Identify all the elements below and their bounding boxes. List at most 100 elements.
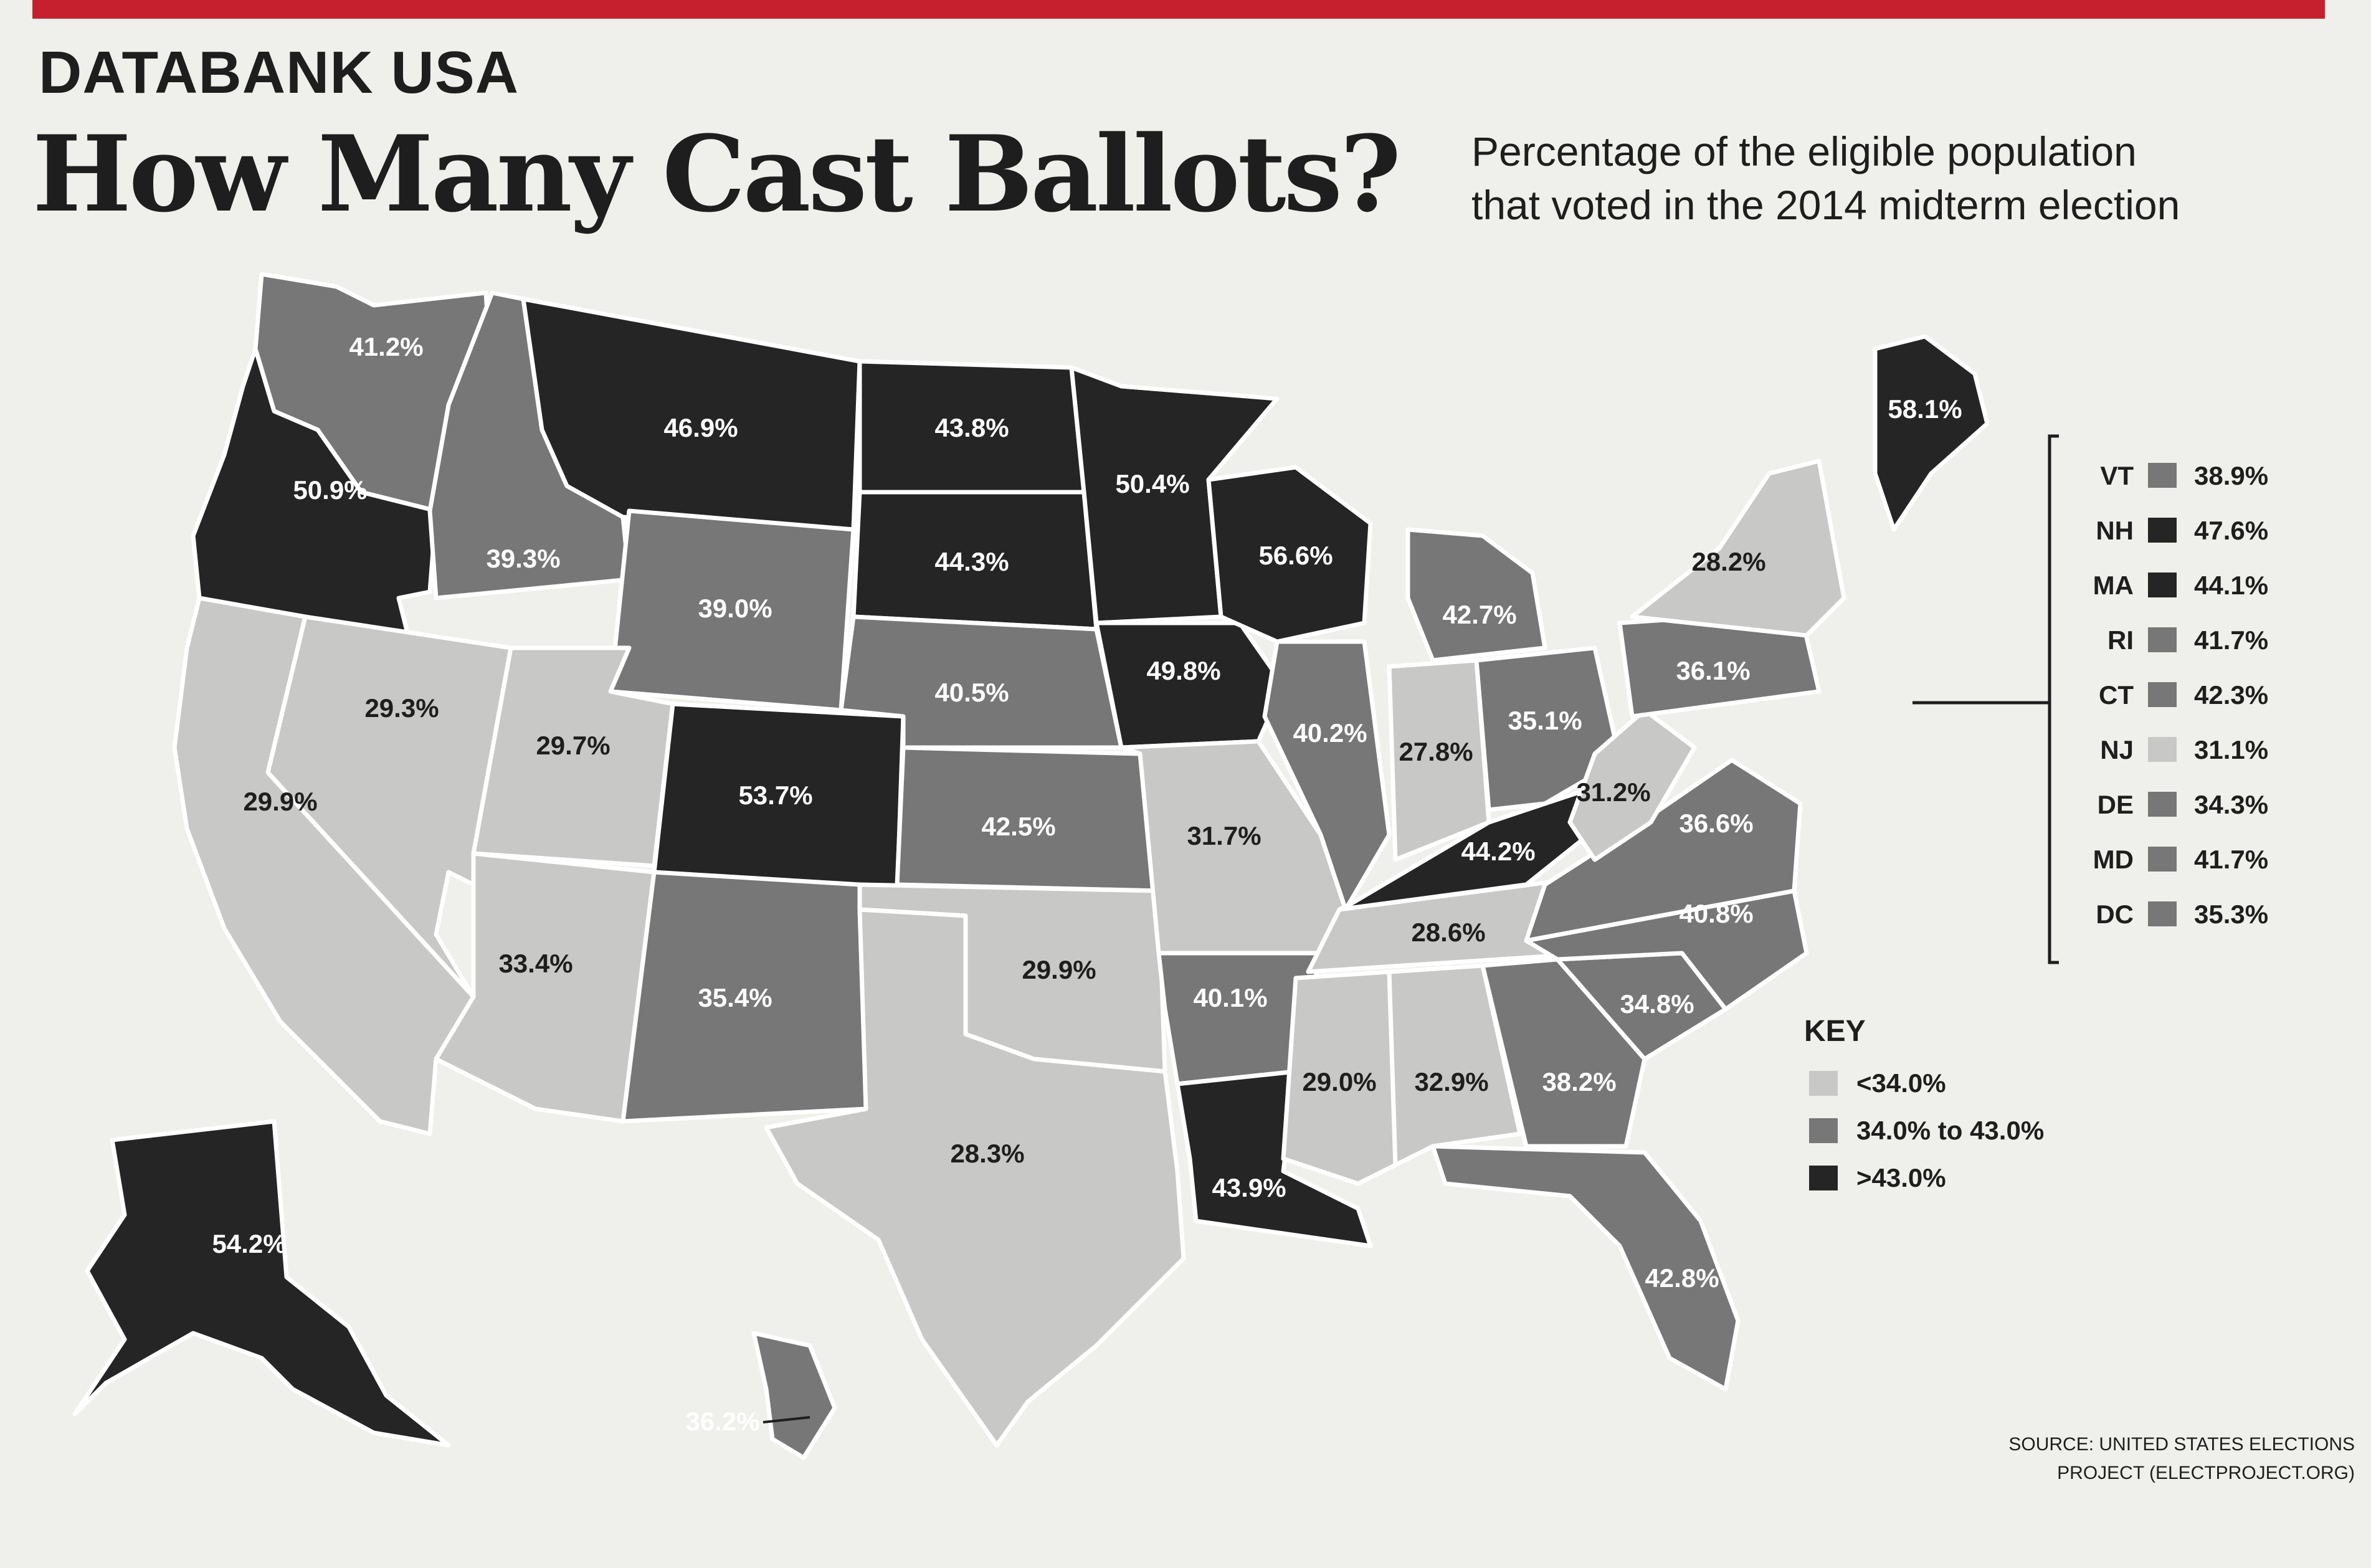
state-TX [764,907,1186,1448]
label-GA: 38.2% [1542,1067,1616,1096]
label-AK: 54.2% [212,1229,286,1258]
legend-value-CT: 42.3% [2194,680,2268,710]
subtitle-line-1: Percentage of the eligible population [1471,128,2137,174]
state-FL [1430,1144,1741,1392]
subtitle-line-2: that voted in the 2014 midterm election [1471,182,2180,228]
label-OK: 29.9% [1022,955,1096,984]
source-line-2: PROJECT (ELECTPROJECT.ORG) [2057,1463,2355,1483]
label-MS: 29.0% [1302,1067,1376,1096]
legend-swatch-NH [2148,518,2177,543]
legend-abbr-MA: MA [2093,571,2134,600]
legend-abbr-DE: DE [2098,790,2134,819]
state-value-labels: 41.2% 50.9% 29.9% 39.3% 29.3% 46.9% 39.0… [212,332,1962,1436]
small-states-bracket [1912,434,2059,964]
label-MI: 42.7% [1442,600,1516,629]
state-AK [72,1119,451,1448]
label-VA: 36.6% [1679,809,1753,838]
label-NE: 40.5% [934,678,1009,707]
key-item-high: >43.0% [1809,1161,1946,1195]
state-OR [191,346,439,650]
legend-abbr-DC: DC [2096,900,2134,929]
legend-row-MA: MA 44.1% [2093,571,2268,600]
label-OR: 50.9% [293,475,367,505]
label-ID: 39.3% [486,544,560,573]
label-SD: 44.3% [934,547,1009,576]
label-CO: 53.7% [738,781,812,810]
legend-value-DE: 34.3% [2194,790,2268,819]
label-WA: 41.2% [349,332,423,361]
state-MS [1281,969,1398,1186]
label-AL: 32.9% [1414,1067,1488,1096]
legend-abbr-CT: CT [2099,680,2134,710]
label-MT: 46.9% [663,413,738,442]
label-IN: 27.8% [1399,737,1473,766]
key-label-mid: 34.0% to 43.0% [1856,1116,2045,1145]
label-NC: 40.8% [1679,899,1753,928]
legend-swatch-DE [2148,792,2177,817]
legend-value-NJ: 31.1% [2194,735,2268,764]
legend-abbr-NH: NH [2096,516,2134,545]
legend-row-RI: RI 41.7% [2107,625,2268,655]
key-title: KEY [1804,1015,1866,1048]
label-PA: 36.1% [1676,656,1750,685]
label-IA: 49.8% [1146,656,1220,685]
legend-row-NH: NH 47.6% [2096,516,2268,545]
label-AR: 40.1% [1193,983,1267,1012]
state-shapes [72,272,1990,1460]
legend-swatch-RI [2148,627,2177,652]
label-TN: 28.6% [1411,918,1485,947]
state-WI [1206,465,1373,644]
label-HI: 36.2% [685,1407,759,1436]
state-HI [751,1331,837,1460]
label-NM: 35.4% [698,983,772,1012]
legend-row-NJ: NJ 31.1% [2100,735,2268,764]
legend-value-DC: 35.3% [2194,900,2268,929]
label-WY: 39.0% [698,594,772,623]
label-SC: 34.8% [1620,989,1694,1019]
key-item-low: <34.0% [1809,1067,1946,1100]
label-MO: 31.7% [1187,821,1261,850]
state-ME [1873,334,1990,532]
label-KY: 44.2% [1461,837,1535,866]
state-MI [1405,527,1547,663]
label-LA: 43.9% [1212,1173,1286,1202]
legend-value-NH: 47.6% [2194,516,2268,545]
legend-abbr-RI: RI [2107,625,2134,655]
label-AZ: 33.4% [498,949,573,978]
legend-abbr-VT: VT [2100,461,2134,490]
legend-value-MD: 41.7% [2194,845,2268,874]
label-TX: 28.3% [950,1139,1024,1168]
key-label-low: <34.0% [1856,1068,1946,1098]
label-UT: 29.7% [536,731,610,760]
section-kicker: DATABANK USA [39,39,520,106]
label-NV: 29.3% [364,693,439,723]
legend-swatch-CT [2148,682,2177,707]
legend-swatch-DC [2148,901,2177,926]
legend-row-DC: DC 35.3% [2096,900,2268,929]
legend-row-CT: CT 42.3% [2099,680,2268,710]
key-label-high: >43.0% [1856,1163,1946,1192]
label-MN: 50.4% [1115,469,1189,498]
label-WI: 56.6% [1258,541,1333,570]
source-credit: SOURCE: UNITED STATES ELECTIONS PROJECT … [1863,1430,2355,1488]
state-GA [1480,957,1647,1149]
source-line-1: SOURCE: UNITED STATES ELECTIONS [2008,1434,2355,1455]
label-KS: 42.5% [981,812,1055,841]
label-IL: 40.2% [1293,718,1367,748]
key-swatch-low [1809,1071,1838,1096]
legend-row-MD: MD 41.7% [2093,845,2268,874]
legend-swatch-MD [2148,847,2177,872]
legend-value-MA: 44.1% [2194,571,2268,600]
state-AL [1387,963,1523,1167]
legend-abbr-NJ: NJ [2100,735,2134,764]
label-FL: 42.8% [1645,1263,1719,1293]
key-swatch-mid [1809,1118,1838,1143]
label-ND: 43.8% [934,413,1009,442]
label-NY: 28.2% [1691,547,1765,576]
small-states-legend: VT 38.9% NH 47.6% MA 44.1% RI 41.7% CT 42.3% NJ 31.… [2093,461,2268,929]
legend-swatch-VT [2148,463,2177,488]
legend-abbr-MD: MD [2093,845,2134,874]
key-item-mid: 34.0% to 43.0% [1809,1114,2044,1147]
